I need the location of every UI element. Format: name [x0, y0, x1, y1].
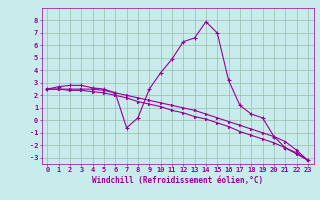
X-axis label: Windchill (Refroidissement éolien,°C): Windchill (Refroidissement éolien,°C)	[92, 176, 263, 185]
